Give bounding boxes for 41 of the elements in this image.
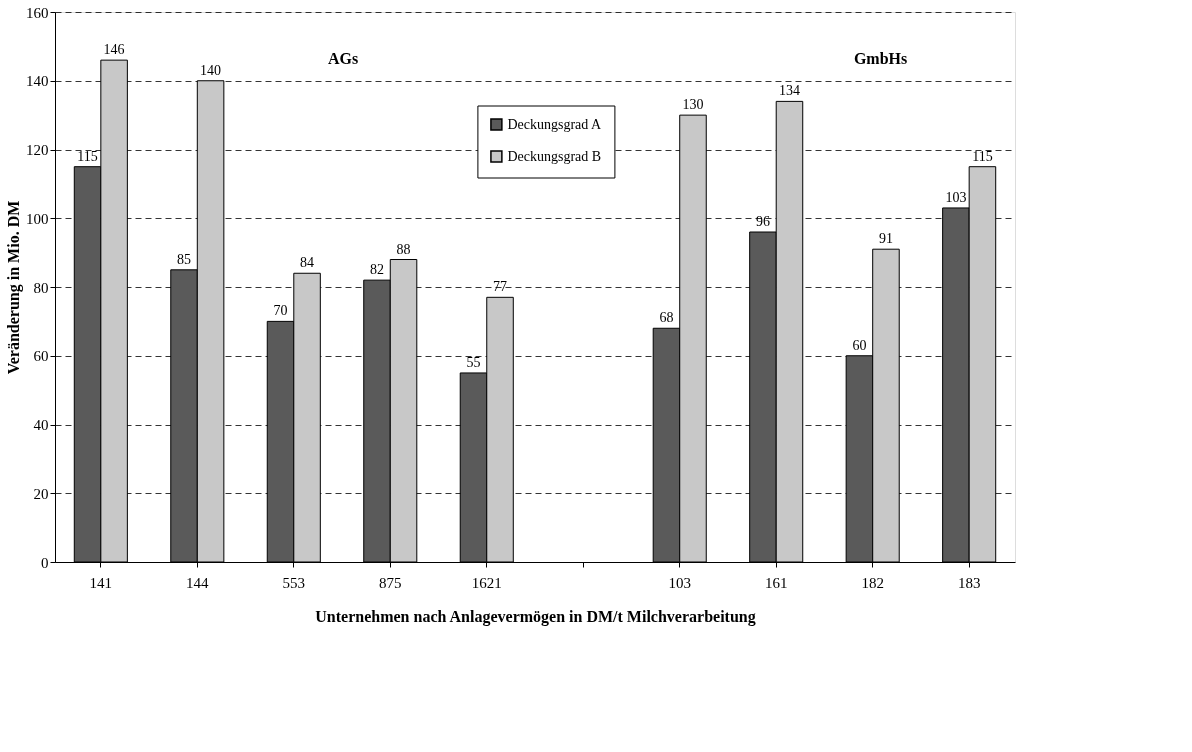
data-label: 84: [300, 255, 315, 271]
data-label: 77: [493, 279, 508, 295]
y-tick-label: 0: [41, 554, 49, 571]
x-tick-label: 183: [957, 574, 981, 591]
data-label: 134: [778, 83, 800, 99]
x-axis-title: Unternehmen nach Anlagevermögen in DM/t Milchverarbeitung: [315, 607, 756, 626]
x-tick-label: 141: [89, 574, 113, 591]
y-tick-label: 80: [33, 279, 49, 296]
data-label: 88: [396, 241, 411, 257]
annotation: AGs: [327, 49, 359, 67]
x-tick-label: 103: [668, 574, 691, 591]
legend-label: Deckungsgrad A: [507, 116, 602, 132]
data-label: 115: [972, 148, 993, 164]
x-tick-label: 161: [764, 574, 788, 591]
y-tick-label: 60: [33, 348, 49, 365]
x-tick-label: 553: [282, 574, 306, 591]
data-label: 85: [177, 251, 192, 267]
x-tick-label: 144: [186, 574, 210, 591]
data-label: 60: [852, 337, 867, 353]
x-tick-label: 1621: [471, 574, 502, 591]
x-tick-label: 875: [379, 574, 402, 591]
annotation: GmbHs: [853, 49, 908, 67]
data-label: 91: [878, 231, 893, 247]
y-tick-label: 120: [26, 142, 49, 158]
data-label: 82: [370, 262, 385, 278]
data-label: 103: [945, 189, 967, 205]
data-label: 146: [103, 42, 125, 58]
y-tick-label: 20: [33, 485, 49, 502]
legend-label: Deckungsgrad B: [507, 148, 602, 164]
y-tick-label: 160: [26, 4, 49, 21]
y-tick-label: 100: [26, 210, 49, 227]
data-label: 115: [77, 148, 98, 164]
y-tick-label: 140: [26, 73, 49, 90]
y-axis-title: Veränderung in Mio. DM: [5, 200, 23, 375]
data-label: 140: [200, 62, 222, 78]
data-label: 55: [466, 354, 481, 370]
y-tick-label: 40: [33, 417, 49, 433]
x-tick-label: 182: [861, 574, 884, 591]
data-label: 130: [682, 97, 704, 113]
data-label: 70: [273, 303, 288, 319]
data-label: 68: [659, 310, 674, 326]
